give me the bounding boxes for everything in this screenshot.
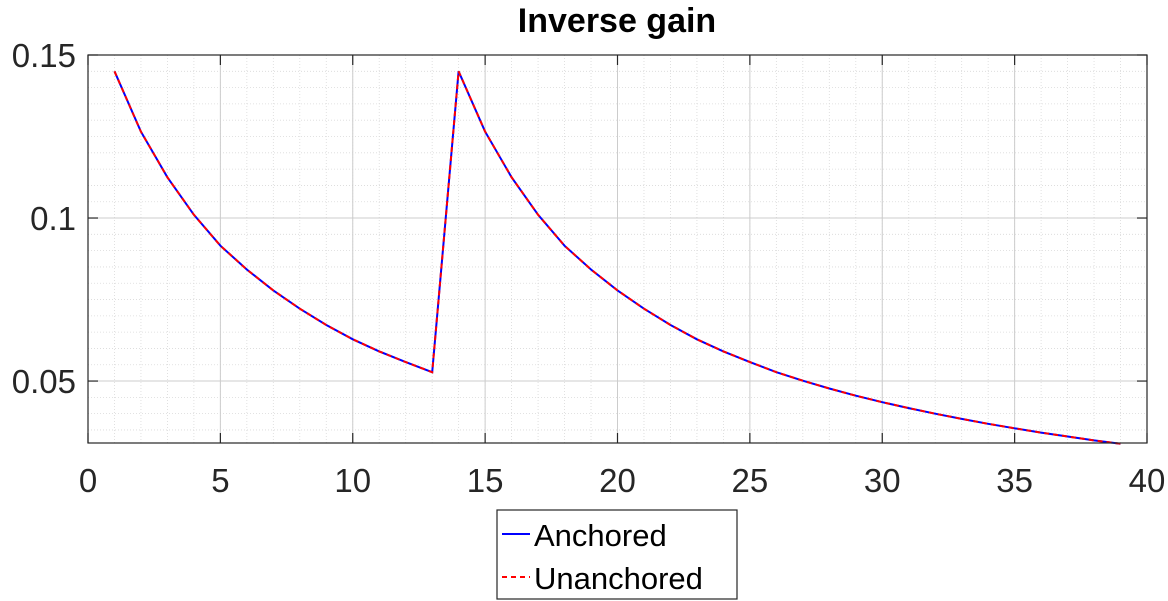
y-tick-label: 0.15 (12, 37, 76, 74)
x-tick-label: 35 (996, 462, 1033, 499)
chart-title: Inverse gain (518, 2, 716, 40)
x-tick-label: 0 (79, 462, 97, 499)
x-tick-label: 20 (599, 462, 636, 499)
legend-label-anchored: Anchored (534, 518, 667, 553)
legend[interactable]: Anchored Unanchored (496, 509, 738, 600)
legend-box (496, 509, 738, 600)
x-tick-label: 40 (1129, 462, 1166, 499)
x-tick-label: 25 (732, 462, 769, 499)
x-tick-label: 10 (334, 462, 371, 499)
grid (87, 54, 1148, 443)
y-tick-label: 0.05 (12, 363, 76, 400)
x-tick-label: 5 (211, 462, 229, 499)
x-tick-label: 30 (864, 462, 901, 499)
y-tick-label: 0.1 (30, 200, 76, 237)
series-line-unanchored (113, 70, 1121, 445)
legend-label-unanchored: Unanchored (534, 561, 703, 596)
series-group (113, 70, 1121, 445)
x-tick-label: 15 (467, 462, 504, 499)
axis-ticks: 0 5 10 15 20 25 30 35 40 0.05 0.1 0.15 (12, 37, 1166, 499)
